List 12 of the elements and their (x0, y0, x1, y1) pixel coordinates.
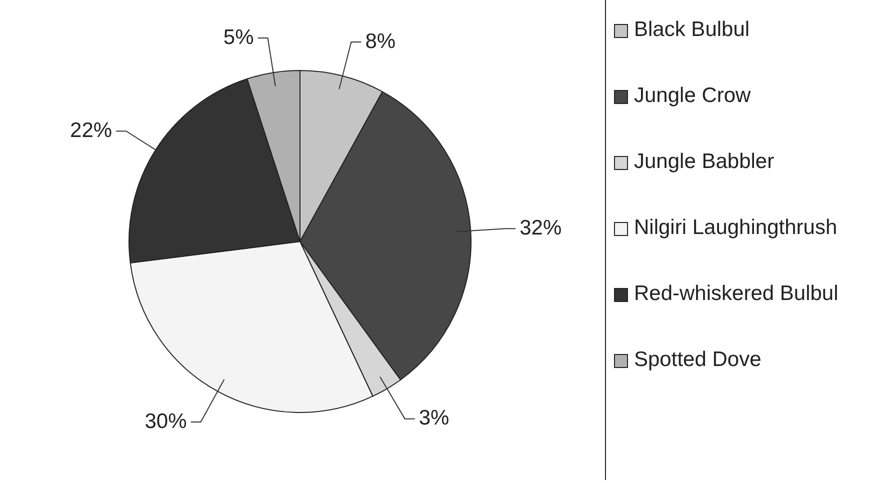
legend-label: Red-whiskered Bulbul (634, 282, 838, 306)
data-label: 3% (418, 406, 450, 430)
data-label: 8% (365, 30, 396, 53)
legend-label: Nilgiri Laughingthrush (634, 216, 838, 240)
data-label: 5% (223, 26, 254, 49)
data-label: 30% (144, 410, 187, 433)
legend-label: Jungle Crow (634, 84, 751, 108)
legend-label: Jungle Babbler (634, 150, 774, 174)
legend-label: Spotted Dove (634, 348, 762, 372)
data-label: 22% (70, 118, 112, 142)
legend-label: Black Bulbul (634, 18, 750, 42)
data-label: 32% (520, 216, 562, 240)
